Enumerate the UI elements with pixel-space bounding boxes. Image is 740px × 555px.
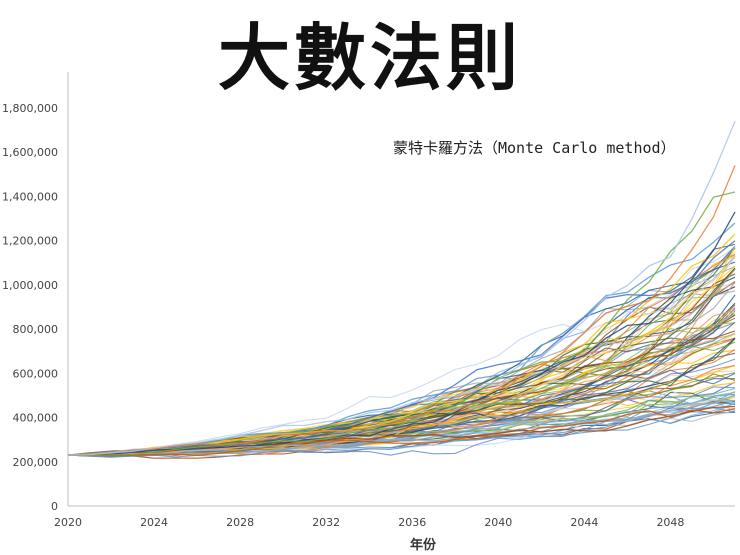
series-line xyxy=(67,309,736,456)
x-tick-label: 2032 xyxy=(312,516,340,529)
series-line xyxy=(67,408,736,457)
series-line xyxy=(67,394,736,456)
y-tick-label: 0 xyxy=(51,500,58,513)
x-axis-label: 年份 xyxy=(410,537,437,553)
series-line xyxy=(67,165,736,456)
x-tick-label: 2020 xyxy=(54,516,82,529)
y-tick-label: 1,400,000 xyxy=(2,190,58,203)
y-tick-label: 400,000 xyxy=(13,412,59,425)
series-lines-group xyxy=(67,121,736,459)
series-line xyxy=(67,240,736,456)
y-tick-label: 1,000,000 xyxy=(2,279,58,292)
y-tick-label: 200,000 xyxy=(13,456,59,469)
chart-subtitle: 蒙特卡羅方法（Monte Carlo method） xyxy=(393,139,676,157)
series-line xyxy=(67,410,736,456)
axes-group: 0 200,000 400,000 600,000 800,000 1,000,000 1,… xyxy=(2,72,735,529)
series-line xyxy=(67,246,736,456)
x-tick-label: 2036 xyxy=(398,516,426,529)
series-line xyxy=(67,121,736,456)
series-line xyxy=(67,191,736,457)
y-tick-label: 1,600,000 xyxy=(2,146,58,159)
y-tick-label: 800,000 xyxy=(13,323,59,336)
chart-title: 大數法則 xyxy=(217,15,522,100)
y-tick-label: 1,200,000 xyxy=(2,235,58,248)
y-tick-label: 1,800,000 xyxy=(2,102,58,115)
y-tick-label: 600,000 xyxy=(13,367,59,380)
x-tick-label: 2044 xyxy=(570,516,598,529)
x-tick-label: 2028 xyxy=(226,516,254,529)
x-tick-label: 2040 xyxy=(484,516,512,529)
x-tick-label: 2048 xyxy=(656,516,684,529)
series-line xyxy=(67,407,736,458)
series-line xyxy=(67,400,736,459)
x-tick-label: 2024 xyxy=(140,516,168,529)
